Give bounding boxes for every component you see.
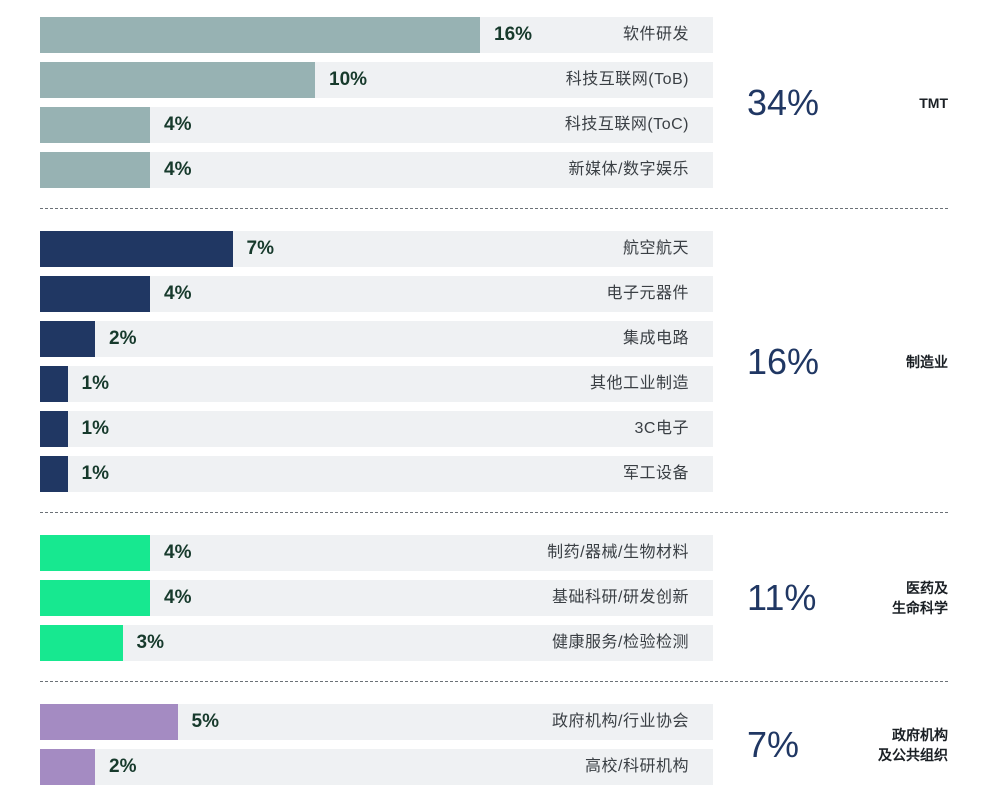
bar: [40, 231, 233, 267]
category-label: 高校/科研机构: [585, 758, 689, 775]
group-total: 7%: [747, 723, 800, 765]
group-total: 11%: [747, 577, 817, 618]
bar-value-label: 10%: [329, 69, 368, 90]
bar-value-label: 2%: [109, 756, 137, 777]
bar: [40, 535, 150, 571]
bar: [40, 704, 178, 740]
category-label: 集成电路: [622, 330, 689, 347]
group-name: TMT: [919, 94, 948, 111]
bar-value-label: 1%: [81, 463, 109, 484]
bar: [40, 580, 150, 616]
bar-row: 5% 政府机构/行业协会: [40, 704, 713, 740]
category-label: 基础科研/研发创新: [552, 589, 689, 606]
category-label: 军工设备: [622, 465, 689, 482]
bar-row: 10% 科技互联网(ToB): [40, 62, 713, 98]
bar-value-label: 2%: [109, 328, 137, 349]
category-label: 电子元器件: [606, 285, 689, 302]
bar-row: 1% 军工设备: [40, 456, 713, 492]
category-label: 政府机构/行业协会: [552, 713, 689, 730]
bar-value-label: 7%: [246, 238, 274, 259]
bar-row: 16% 软件研发: [40, 17, 713, 53]
group-name: 医药及 生命科学: [892, 580, 948, 616]
category-label: 科技互联网(ToB): [565, 71, 689, 88]
bar-value-label: 3%: [136, 632, 164, 653]
bar-row: 4% 科技互联网(ToC): [40, 107, 713, 143]
group-name: 政府机构 及公共组织: [878, 726, 948, 763]
category-label: 航空航天: [622, 240, 689, 257]
bar: [40, 62, 315, 98]
group-name: 制造业: [906, 353, 948, 370]
bar-value-label: 16%: [494, 24, 533, 45]
bar-row: 2% 高校/科研机构: [40, 749, 713, 785]
bar-row: 2% 集成电路: [40, 321, 713, 357]
bar: [40, 152, 150, 188]
group-divider: [40, 512, 948, 513]
bar-value-label: 1%: [81, 373, 109, 394]
bar-value-label: 4%: [164, 542, 192, 563]
bar: [40, 456, 68, 492]
bar-value-label: 5%: [191, 711, 219, 732]
category-label: 其他工业制造: [589, 375, 689, 392]
bar-row: 4% 基础科研/研发创新: [40, 580, 713, 616]
group-total: 16%: [747, 340, 820, 382]
group-divider: [40, 208, 948, 209]
bar: [40, 107, 150, 143]
bar: [40, 17, 480, 53]
bar-row: 4% 新媒体/数字娱乐: [40, 152, 713, 188]
category-label: 健康服务/检验检测: [552, 634, 689, 651]
bar-row: 1% 3C电子: [40, 411, 713, 447]
category-label: 科技互联网(ToC): [564, 116, 689, 133]
bar-value-label: 4%: [164, 159, 192, 180]
bar-value-label: 4%: [164, 114, 192, 135]
bar-row: 7% 航空航天: [40, 231, 713, 267]
bar-value-label: 4%: [164, 587, 192, 608]
bar-value-label: 4%: [164, 283, 192, 304]
bar-row: 1% 其他工业制造: [40, 366, 713, 402]
bar: [40, 321, 95, 357]
bar-value-label: 1%: [81, 418, 109, 439]
bar: [40, 749, 95, 785]
group-total: 34%: [747, 81, 820, 123]
bar: [40, 366, 68, 402]
bar-row: 4% 电子元器件: [40, 276, 713, 312]
bar: [40, 411, 68, 447]
category-label: 制药/器械/生物材料: [547, 544, 689, 561]
bar: [40, 276, 150, 312]
bar-row: 3% 健康服务/检验检测: [40, 625, 713, 661]
bar: [40, 625, 123, 661]
category-label: 软件研发: [622, 26, 689, 43]
category-label: 3C电子: [634, 420, 689, 437]
category-label: 新媒体/数字娱乐: [568, 161, 689, 178]
bar-row: 4% 制药/器械/生物材料: [40, 535, 713, 571]
group-divider: [40, 681, 948, 682]
